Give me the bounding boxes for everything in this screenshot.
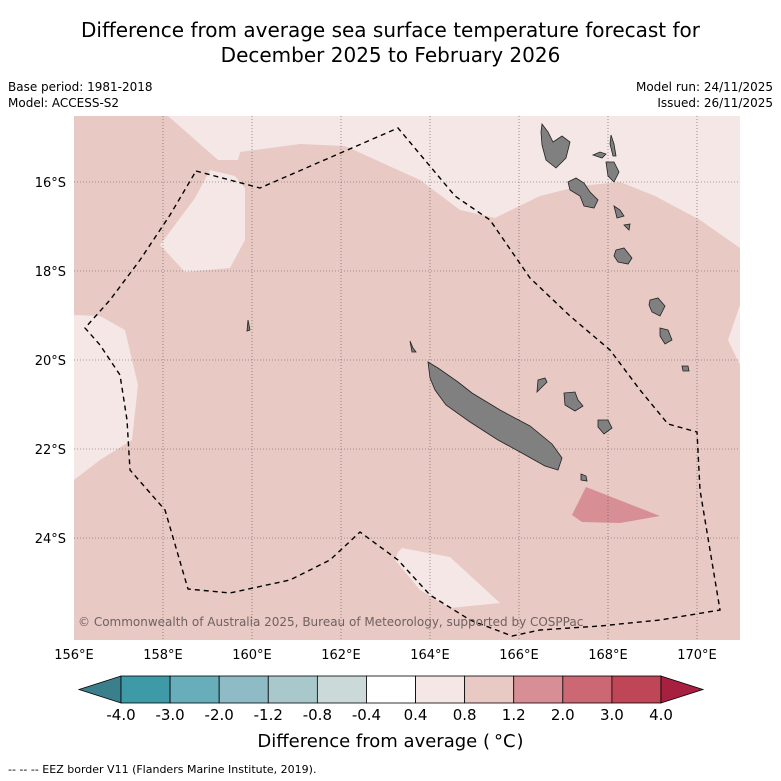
lon-label: 166°E	[499, 648, 539, 663]
colorbar-segment	[169, 675, 220, 704]
chesterfield-islands	[246, 319, 251, 332]
anomaly-region-north	[168, 116, 740, 248]
erromango-island	[648, 297, 666, 317]
title-line-2: December 2025 to February 2026	[220, 43, 561, 67]
shepherd-islands	[623, 223, 631, 231]
lat-label: 18°S	[35, 265, 66, 280]
lifou-island	[563, 391, 584, 412]
colorbar-tick-label: -3.0	[155, 706, 184, 724]
lon-label: 156°E	[54, 648, 94, 663]
espiritu-santo-island	[540, 122, 571, 169]
colorbar-tick-label: 2.0	[551, 706, 575, 724]
colorbar-tick-label: 0.4	[404, 706, 428, 724]
colorbar	[77, 675, 705, 704]
eez-border	[84, 127, 721, 637]
longitude-labels: 156°E 158°E 160°E 162°E 164°E 166°E 168°…	[54, 648, 717, 663]
lon-label: 168°E	[588, 648, 628, 663]
anomaly-region-northwest	[160, 170, 245, 272]
pentecost-island	[605, 161, 620, 183]
colorbar-tick-label: 1.2	[502, 706, 526, 724]
colorbar-tick-label: -2.0	[205, 706, 234, 724]
model-name: Model: ACCESS-S2	[8, 96, 120, 110]
meta-right: Model run: 24/11/2025 Issued: 26/11/2025	[636, 79, 773, 111]
colorbar-title-unit: °C	[493, 731, 516, 752]
islet-belep	[409, 340, 417, 353]
lat-label: 24°S	[35, 532, 66, 547]
lat-label: 22°S	[35, 443, 66, 458]
ambae-island	[591, 151, 607, 159]
colorbar-under-arrow	[77, 675, 122, 704]
gridlines	[74, 116, 740, 640]
copyright-text: © Commonwealth of Australia 2025, Bureau…	[78, 615, 583, 629]
colorbar-tick-label: 0.8	[453, 706, 477, 724]
lat-label: 20°S	[35, 354, 66, 369]
base-period: Base period: 1981-2018	[8, 80, 153, 94]
colorbar-tick-label: 4.0	[649, 706, 673, 724]
colorbar-title: Difference from average (°C)	[0, 731, 781, 752]
lon-label: 162°E	[321, 648, 361, 663]
isle-of-pines	[580, 473, 588, 482]
colorbar-title-suffix: )	[516, 731, 524, 752]
mare-island	[597, 419, 613, 435]
colorbar-segment	[513, 675, 564, 704]
colorbar-segment	[120, 675, 171, 704]
land	[246, 122, 690, 482]
new-caledonia-main-island	[427, 361, 563, 471]
chart-title: Difference from average sea surface temp…	[0, 18, 781, 68]
issued-date: Issued: 26/11/2025	[657, 96, 773, 110]
lon-label: 158°E	[143, 648, 183, 663]
colorbar-tick-label: -0.8	[303, 706, 332, 724]
colorbar-segment	[562, 675, 613, 704]
lon-label: 160°E	[232, 648, 272, 663]
colorbar-tick-label: -0.4	[352, 706, 381, 724]
malakula-island	[567, 177, 599, 209]
latitude-labels: 16°S 18°S 20°S 22°S 24°S	[35, 176, 66, 547]
colorbar-tick-label: 3.0	[600, 706, 624, 724]
anomaly-region-south	[395, 548, 500, 608]
title-line-1: Difference from average sea surface temp…	[80, 18, 700, 42]
colorbar-tick-labels: -4.0 -3.0 -2.0 -1.2 -0.8 -0.4 0.4 0.8 1.2 2.0 3.0 4…	[106, 706, 673, 724]
tanna-island	[659, 327, 673, 345]
lat-label: 16°S	[35, 176, 66, 191]
model-run: Model run: 24/11/2025	[635, 80, 773, 94]
meta-left: Base period: 1981-2018 Model: ACCESS-S2	[8, 79, 153, 111]
colorbar-segment	[415, 675, 466, 704]
colorbar-segment	[366, 675, 416, 704]
colorbar-segment	[267, 675, 318, 704]
footnote: -- -- -- EEZ border V11 (Flanders Marine…	[8, 763, 317, 776]
colorbar-title-prefix: Difference from average (	[257, 731, 490, 752]
lon-label: 164°E	[410, 648, 450, 663]
anomaly-region-warm	[572, 487, 660, 523]
efate-island	[613, 247, 633, 265]
epi-island	[613, 205, 625, 219]
colorbar-over-arrow	[660, 675, 705, 704]
lon-label: 170°E	[677, 648, 717, 663]
colorbar-segment	[316, 675, 367, 704]
colorbar-segment	[218, 675, 269, 704]
anomaly-region-west	[74, 315, 138, 480]
aneityum-island	[681, 365, 690, 372]
ouvea-island	[536, 377, 548, 394]
anomaly-region-east	[728, 305, 740, 365]
map-area: © Commonwealth of Australia 2025, Bureau…	[74, 116, 740, 640]
colorbar-segment	[464, 675, 515, 704]
colorbar-tick-label: -4.0	[106, 706, 135, 724]
colorbar-tick-label: -1.2	[254, 706, 283, 724]
maewo-island	[609, 134, 617, 157]
colorbar-segment	[611, 675, 662, 704]
